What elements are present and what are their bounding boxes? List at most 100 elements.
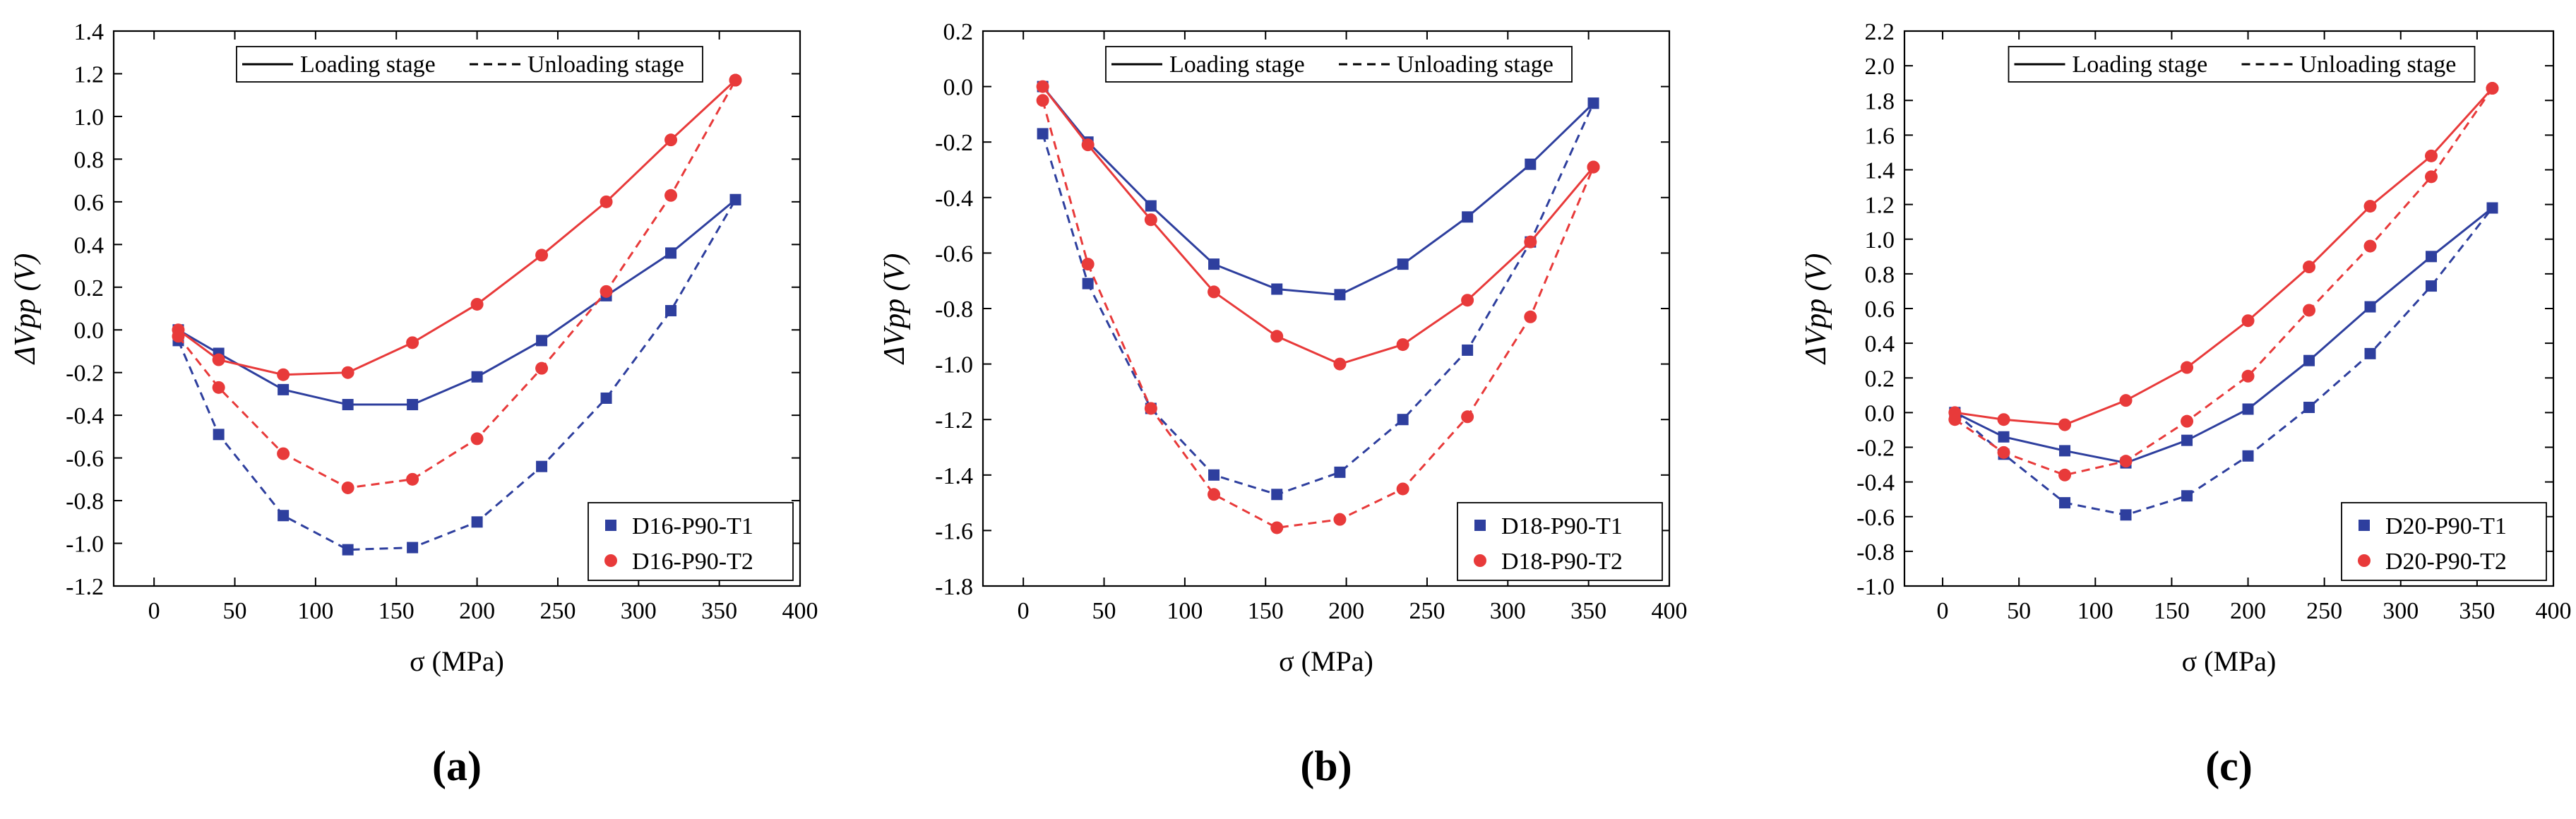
legend-series-label: D20-P90-T1 xyxy=(2385,513,2507,539)
chart-svg: 0 50 100 150 200 250 300 350 400 -1.2 -1.0 -0.8 -0.6… xyxy=(9,19,818,789)
loading-point xyxy=(2058,418,2072,431)
legend-series-label: D18-P90-T2 xyxy=(1501,549,1623,575)
unloading-line xyxy=(177,79,737,489)
legend-series-label: D18-P90-T1 xyxy=(1501,513,1623,539)
unloading-point xyxy=(664,189,678,202)
x-axis-label: σ (MPa) xyxy=(1279,645,1373,677)
unloading-point xyxy=(729,73,742,87)
loading-point xyxy=(2241,314,2255,328)
x-tick-label: 350 xyxy=(701,598,737,624)
series-legend xyxy=(1457,502,1663,581)
series-D18-P90-T1 xyxy=(1037,80,1599,501)
x-tick-label: 350 xyxy=(2459,598,2495,624)
unloading-point xyxy=(2119,455,2133,468)
loading-point xyxy=(2363,200,2377,213)
legend-series-label: D16-P90-T2 xyxy=(632,549,753,575)
unloading-point xyxy=(2425,170,2438,184)
loading-point xyxy=(1036,80,1049,93)
chart-svg: 0 50 100 150 200 250 300 350 400 -1.0 -0.8 -0.6 -0.4… xyxy=(1800,19,2572,789)
y-tick-label: -0.8 xyxy=(66,489,104,515)
x-tick-label: 0 xyxy=(148,598,160,624)
y-tick-label: -0.8 xyxy=(935,297,973,323)
legend-unloading-label: Unloading stage xyxy=(527,52,684,78)
series-D16-P90-T1 xyxy=(172,193,741,556)
unloading-point xyxy=(1396,482,1409,496)
y-tick-label: 1.2 xyxy=(74,61,105,88)
loading-point xyxy=(470,297,484,311)
legend-circle-marker xyxy=(2358,554,2371,567)
unloading-point xyxy=(1036,94,1049,107)
y-tick-label: 1.2 xyxy=(1865,193,1895,219)
y-tick-label: 1.6 xyxy=(1865,123,1895,149)
loading-point xyxy=(2425,149,2438,162)
unloading-point xyxy=(1461,410,1474,424)
loading-point xyxy=(1334,289,1346,301)
unloading-point xyxy=(278,510,290,522)
legend-series-label: D20-P90-T2 xyxy=(2385,549,2507,575)
unloading-point xyxy=(407,542,419,554)
x-axis-label: σ (MPa) xyxy=(2182,645,2277,677)
y-tick-label: 1.0 xyxy=(1865,227,1895,253)
x-tick-label: 300 xyxy=(621,598,657,624)
y-tick-label: -0.2 xyxy=(66,361,104,387)
y-axis-label: ΔVpp (V) xyxy=(1800,253,1832,365)
loading-point xyxy=(1461,294,1474,307)
loading-line xyxy=(1042,85,1594,296)
plot-frame xyxy=(112,30,801,587)
loading-point xyxy=(2059,445,2071,457)
x-tick-label: 250 xyxy=(1409,598,1445,624)
loading-point xyxy=(2303,354,2315,366)
y-tick-label: -0.4 xyxy=(1856,470,1895,496)
y-tick-label: 0.6 xyxy=(74,190,105,216)
x-tick-label: 100 xyxy=(297,598,333,624)
x-tick-label: 250 xyxy=(539,598,576,624)
loading-line xyxy=(1042,85,1594,366)
unloading-point xyxy=(1081,258,1095,271)
y-tick-label: 0.4 xyxy=(1865,331,1895,357)
y-tick-label: 0.0 xyxy=(943,75,974,101)
unloading-point xyxy=(1208,469,1220,481)
loading-point xyxy=(1271,283,1283,295)
panel-label: (a) xyxy=(432,743,482,789)
series-D20-P90-T1 xyxy=(1949,202,2498,521)
unloading-point xyxy=(665,305,677,317)
y-tick-label: 1.0 xyxy=(74,104,105,131)
loading-point xyxy=(341,366,354,379)
loading-point xyxy=(212,353,225,366)
loading-point xyxy=(1270,330,1284,343)
unloading-point xyxy=(2486,82,2499,95)
y-tick-label: -1.4 xyxy=(935,463,973,489)
y-tick-label: 0.6 xyxy=(1865,297,1895,323)
loading-point xyxy=(406,336,419,349)
legend-series-label: D16-P90-T1 xyxy=(632,513,753,539)
y-axis-label: ΔVpp (V) xyxy=(9,253,42,365)
unloading-point xyxy=(1144,402,1157,415)
x-axis-label: σ (MPa) xyxy=(410,645,504,677)
x-tick-label: 100 xyxy=(2077,598,2113,624)
unloading-point xyxy=(1462,344,1474,356)
unloading-point xyxy=(600,285,613,298)
y-tick-label: -0.4 xyxy=(66,403,104,429)
unloading-point xyxy=(1270,521,1284,534)
unloading-point xyxy=(1948,413,1962,426)
y-tick-label: -0.6 xyxy=(66,446,104,472)
y-tick-label: -1.0 xyxy=(66,532,104,558)
y-tick-label: 0.8 xyxy=(1865,262,1895,288)
legend-loading-label: Loading stage xyxy=(2073,52,2208,78)
y-tick-label: 2.0 xyxy=(1865,54,1895,80)
x-tick-label: 200 xyxy=(2230,598,2266,624)
loading-point xyxy=(342,399,354,411)
unloading-point xyxy=(1037,128,1049,140)
loading-point xyxy=(1396,338,1409,352)
unloading-point xyxy=(2181,490,2193,502)
loading-point xyxy=(1462,211,1474,223)
x-tick-label: 400 xyxy=(782,598,818,624)
unloading-point xyxy=(277,447,290,460)
unloading-point xyxy=(535,361,549,375)
legend-circle-marker xyxy=(1474,554,1486,567)
loading-point xyxy=(1525,158,1537,170)
chart-panel-b: 0 50 100 150 200 250 300 350 400 -1.8 -1.6 -1.4 -1.2… xyxy=(859,0,1717,819)
x-tick-label: 50 xyxy=(1092,598,1116,624)
loading-point xyxy=(278,383,290,395)
unloading-line xyxy=(1042,100,1594,530)
